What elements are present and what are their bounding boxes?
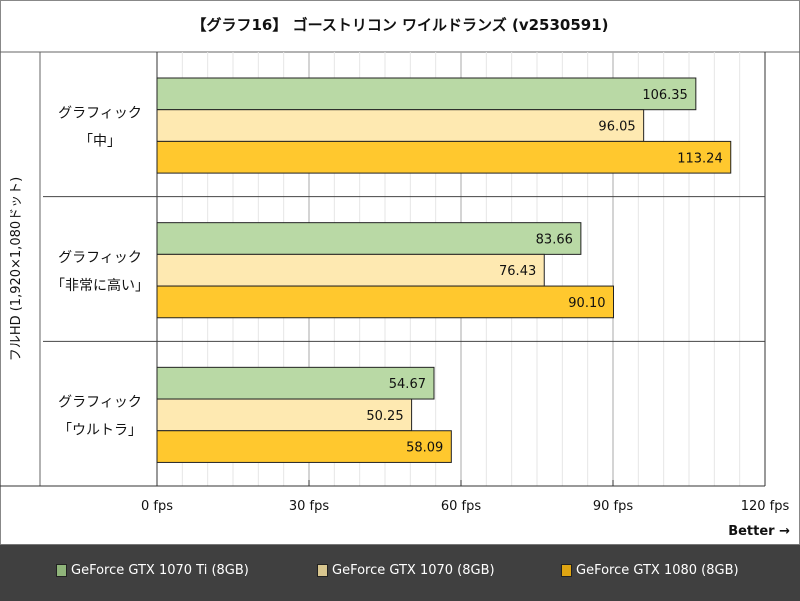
bar-1 (156, 366, 435, 400)
category-label: グラフィック (58, 250, 142, 266)
category-label: 「非常に高い」 (51, 277, 149, 294)
bar-2 (156, 253, 545, 287)
bar-1 (156, 222, 582, 255)
legend-label: GeForce GTX 1080 (8GB) (576, 563, 739, 578)
x-tick-label: 30 fps (289, 499, 330, 514)
legend-label: GeForce GTX 1070 Ti (8GB) (71, 563, 249, 578)
category-label: グラフィック (58, 395, 142, 411)
data-label: 58.09 (406, 441, 443, 456)
data-label: 113.24 (677, 151, 723, 166)
data-label: 83.66 (536, 233, 573, 248)
category-label: グラフィック (58, 105, 142, 121)
legend-swatch (56, 564, 67, 577)
x-tick-label: 90 fps (593, 499, 634, 514)
legend: GeForce GTX 1070 Ti (8GB) GeForce GTX 107… (0, 544, 800, 601)
legend-item: GeForce GTX 1070 (8GB) (317, 563, 495, 578)
bar-3 (156, 140, 732, 174)
data-label: 54.67 (389, 377, 426, 392)
category-label: 「ウルトラ」 (58, 423, 142, 439)
data-label: 76.43 (499, 264, 536, 279)
legend-swatch (317, 564, 328, 577)
chart-title: 【グラフ16】 ゴーストリコン ワイルドランズ (v2530591) (191, 16, 609, 34)
x-tick-label: 0 fps (141, 499, 173, 514)
data-label: 106.35 (642, 88, 688, 103)
x-axis-label: Better → (728, 524, 790, 539)
x-tick-label: 120 fps (741, 499, 790, 514)
bar-chart: 0 fps 30 fps 60 fps 90 fps 120 fps Better → フル… (0, 51, 800, 539)
data-label: 90.10 (568, 296, 605, 311)
bar-1 (156, 77, 697, 111)
data-label: 50.25 (366, 409, 403, 424)
legend-item: GeForce GTX 1070 Ti (8GB) (56, 563, 249, 578)
bar-3 (156, 430, 452, 463)
legend-label: GeForce GTX 1070 (8GB) (332, 563, 495, 578)
x-tick-label: 60 fps (441, 499, 482, 514)
legend-swatch (561, 564, 572, 577)
y-axis-label: フルHD (1,920×1,080ドット) (9, 177, 24, 361)
bar-3 (156, 285, 615, 319)
legend-item: GeForce GTX 1080 (8GB) (561, 563, 739, 578)
data-label: 96.05 (598, 120, 635, 135)
bar-2 (156, 398, 413, 432)
bar-2 (156, 109, 645, 142)
category-label: 「中」 (79, 133, 121, 149)
